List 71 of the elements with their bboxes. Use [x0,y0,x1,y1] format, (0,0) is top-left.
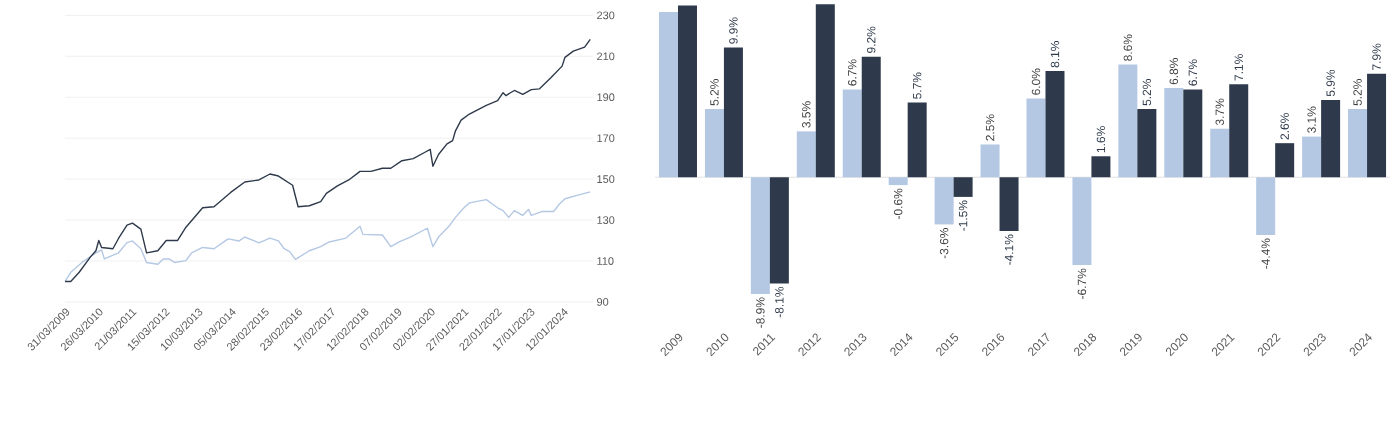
bar [815,4,835,178]
bar [1072,177,1092,265]
y-tick-label: 110 [597,256,614,265]
data-label: 3.7% [1215,98,1224,125]
line-series [64,38,591,282]
bar [1091,156,1111,178]
data-label: -4.4% [1261,238,1270,269]
data-label: -4.1% [1004,234,1014,265]
data-label: 3.1% [1307,106,1316,133]
y-tick-label: 170 [597,134,615,142]
data-label: 6.7% [1188,59,1198,86]
data-label: -6.7% [1077,268,1087,299]
y-tick-label: 210 [597,52,615,60]
bar [1256,177,1276,235]
data-label: -1.5% [958,200,968,231]
bar [999,177,1019,231]
data-label: 6.7% [848,59,857,86]
data-label: 5.2% [710,78,719,106]
data-label: 6.8% [1169,57,1179,85]
data-label: 1.6% [1096,126,1106,153]
bar [1137,108,1157,178]
bar [1045,70,1065,178]
y-tick-label: 90 [597,297,609,306]
bar [953,177,973,197]
y-tick-label: 190 [597,93,615,101]
line-series [64,190,591,282]
bar [704,108,724,178]
data-label: 2.5% [985,114,995,141]
y-tick-label: 130 [597,216,615,224]
bar [980,144,1000,178]
y-tick-label: 230 [597,11,615,20]
data-label: -8.1% [775,286,784,318]
data-label: 7.1% [1234,54,1243,81]
bar [769,177,789,284]
bar [934,177,954,225]
bar [1367,73,1387,178]
data-label: -8.9% [756,297,765,328]
bar [658,11,678,178]
bar [1229,84,1249,178]
bar [907,102,927,178]
bar [842,89,862,178]
data-label: 8.6% [1123,34,1133,61]
data-label: 6.0% [1031,68,1041,95]
data-label: 5.7% [912,72,922,99]
data-label: 5.2% [1142,78,1152,106]
bar [1164,87,1184,178]
data-label: 3.5% [802,101,811,128]
bar [750,177,770,294]
data-label: 5.9% [1326,69,1335,97]
bar [723,47,743,178]
data-label: 5.2% [1353,78,1362,106]
data-label: -0.6% [893,188,903,219]
data-label: -3.6% [939,227,949,259]
data-label: 9.2% [867,26,876,53]
data-label: 9.9% [729,17,738,44]
data-label: 8.1% [1050,40,1060,68]
y-tick-label: 150 [597,175,615,183]
bar [1302,136,1322,178]
bar [1210,128,1230,178]
bar [1321,99,1341,178]
bar [1026,98,1046,178]
bar [1118,64,1138,178]
data-label: 2.6% [1280,112,1289,140]
bar [796,131,816,178]
bar [888,177,908,185]
data-label: 7.9% [1372,43,1381,70]
bar [1275,142,1295,178]
bar [1348,108,1368,178]
bar [677,5,697,178]
bar [861,56,881,178]
bar [1183,89,1203,178]
